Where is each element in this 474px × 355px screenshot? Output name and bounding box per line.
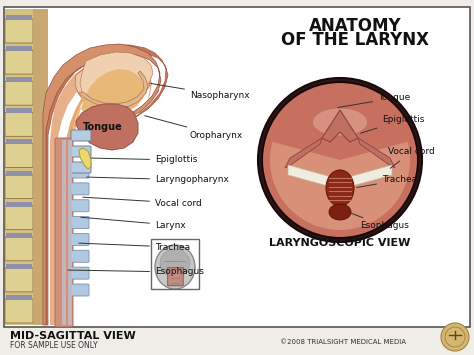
FancyBboxPatch shape	[6, 202, 32, 207]
Circle shape	[258, 78, 422, 242]
FancyBboxPatch shape	[5, 299, 33, 323]
Ellipse shape	[312, 108, 367, 136]
Polygon shape	[345, 165, 392, 188]
Polygon shape	[288, 165, 335, 188]
FancyBboxPatch shape	[5, 268, 33, 292]
Polygon shape	[78, 71, 148, 108]
FancyBboxPatch shape	[71, 200, 89, 212]
FancyBboxPatch shape	[6, 295, 32, 300]
FancyBboxPatch shape	[71, 166, 89, 178]
Circle shape	[441, 323, 469, 351]
Text: Laryngopharynx: Laryngopharynx	[87, 175, 229, 185]
FancyBboxPatch shape	[6, 46, 32, 51]
Ellipse shape	[160, 249, 190, 277]
Polygon shape	[63, 95, 84, 325]
Polygon shape	[322, 110, 358, 142]
FancyBboxPatch shape	[5, 206, 33, 230]
FancyBboxPatch shape	[71, 234, 89, 245]
FancyBboxPatch shape	[6, 108, 32, 113]
Text: ANATOMY: ANATOMY	[309, 17, 401, 35]
Ellipse shape	[155, 245, 195, 289]
Text: Larynx: Larynx	[81, 217, 186, 229]
FancyBboxPatch shape	[5, 9, 33, 325]
Polygon shape	[46, 45, 168, 325]
FancyBboxPatch shape	[6, 140, 32, 144]
Polygon shape	[43, 44, 161, 325]
FancyBboxPatch shape	[5, 112, 33, 136]
FancyBboxPatch shape	[5, 143, 33, 168]
FancyBboxPatch shape	[71, 250, 89, 262]
FancyBboxPatch shape	[6, 15, 32, 20]
FancyBboxPatch shape	[5, 81, 33, 105]
Text: Tongue: Tongue	[83, 122, 123, 132]
Circle shape	[262, 82, 418, 238]
FancyBboxPatch shape	[168, 268, 182, 286]
Text: OF THE LARYNX: OF THE LARYNX	[281, 31, 429, 49]
Polygon shape	[79, 148, 91, 169]
FancyBboxPatch shape	[71, 284, 89, 296]
FancyBboxPatch shape	[71, 267, 89, 279]
FancyBboxPatch shape	[4, 7, 470, 327]
FancyBboxPatch shape	[71, 146, 91, 157]
Polygon shape	[75, 57, 151, 110]
Polygon shape	[68, 69, 145, 325]
FancyBboxPatch shape	[6, 264, 32, 269]
FancyBboxPatch shape	[71, 162, 91, 173]
Polygon shape	[50, 57, 152, 325]
Ellipse shape	[329, 204, 351, 220]
FancyBboxPatch shape	[5, 175, 33, 198]
Text: Esophagus: Esophagus	[351, 213, 409, 230]
FancyBboxPatch shape	[71, 183, 89, 195]
FancyBboxPatch shape	[5, 237, 33, 261]
Polygon shape	[285, 138, 322, 168]
Text: Epiglottis: Epiglottis	[361, 115, 424, 133]
Polygon shape	[80, 52, 153, 106]
Text: Epiglottis: Epiglottis	[91, 155, 197, 164]
Wedge shape	[271, 88, 410, 160]
FancyBboxPatch shape	[62, 140, 66, 325]
FancyBboxPatch shape	[6, 170, 32, 176]
FancyBboxPatch shape	[68, 140, 72, 325]
Text: Trachea: Trachea	[79, 242, 190, 251]
FancyBboxPatch shape	[71, 130, 91, 141]
FancyBboxPatch shape	[6, 77, 32, 82]
Text: Trachea: Trachea	[357, 175, 417, 187]
Text: Esophagus: Esophagus	[68, 268, 204, 277]
Text: Vocal cord: Vocal cord	[83, 197, 202, 208]
FancyBboxPatch shape	[71, 217, 89, 229]
Circle shape	[270, 90, 410, 230]
Text: Oropharynx: Oropharynx	[145, 116, 243, 140]
FancyBboxPatch shape	[5, 50, 33, 74]
Polygon shape	[358, 138, 395, 168]
FancyBboxPatch shape	[55, 138, 73, 327]
FancyBboxPatch shape	[33, 9, 48, 325]
Text: ©2008 TRIALSIGHT MEDICAL MEDIA: ©2008 TRIALSIGHT MEDICAL MEDIA	[280, 339, 406, 345]
FancyBboxPatch shape	[5, 19, 33, 43]
FancyBboxPatch shape	[6, 233, 32, 238]
Text: LARYNGOSCOPIC VIEW: LARYNGOSCOPIC VIEW	[269, 238, 410, 248]
Polygon shape	[76, 104, 138, 150]
Text: Vocal cord: Vocal cord	[388, 147, 435, 168]
Text: MID-SAGITTAL VIEW: MID-SAGITTAL VIEW	[10, 331, 136, 341]
Text: FOR SAMPLE USE ONLY: FOR SAMPLE USE ONLY	[10, 341, 98, 350]
Text: Tongue: Tongue	[338, 93, 410, 108]
Text: Nasopharynx: Nasopharynx	[151, 83, 250, 99]
FancyBboxPatch shape	[167, 267, 183, 285]
Ellipse shape	[326, 170, 354, 206]
